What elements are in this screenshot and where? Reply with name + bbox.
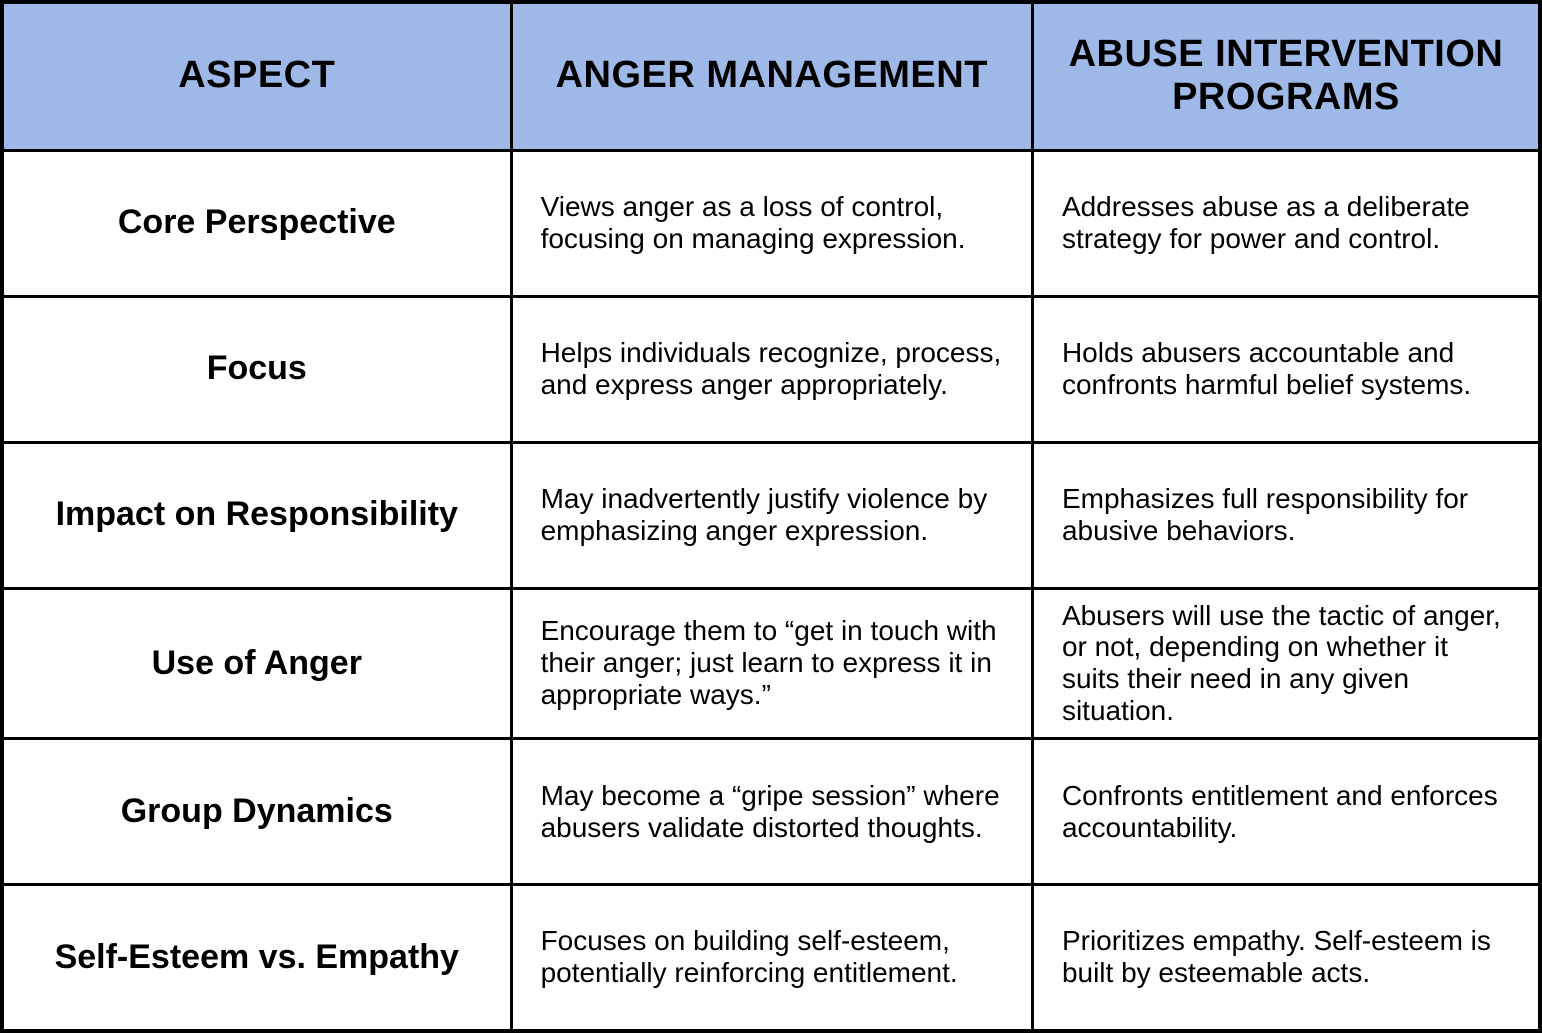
anger-management-cell: May inadvertently justify violence by em… bbox=[509, 440, 1034, 590]
column-header-aspect: ASPECT bbox=[0, 0, 513, 152]
anger-management-cell: May become a “gripe session” where abuse… bbox=[509, 737, 1034, 887]
aspect-label: Focus bbox=[0, 294, 513, 444]
abuse-intervention-cell: Emphasizes full responsibility for abusi… bbox=[1030, 440, 1542, 590]
aspect-label: Impact on Responsibility bbox=[0, 440, 513, 590]
abuse-intervention-cell: Addresses abuse as a deliberate strategy… bbox=[1030, 148, 1542, 298]
anger-management-cell: Focuses on building self-esteem, potenti… bbox=[509, 883, 1034, 1033]
table-row: Use of Anger Encourage them to “get in t… bbox=[0, 586, 1542, 741]
table-row: Focus Helps individuals recognize, proce… bbox=[0, 294, 1542, 444]
anger-management-cell: Views anger as a loss of control, focusi… bbox=[509, 148, 1034, 298]
aspect-label: Self-Esteem vs. Empathy bbox=[0, 883, 513, 1033]
table-row: Self-Esteem vs. Empathy Focuses on build… bbox=[0, 883, 1542, 1033]
table-row: Core Perspective Views anger as a loss o… bbox=[0, 148, 1542, 298]
aspect-label: Core Perspective bbox=[0, 148, 513, 298]
aspect-label: Group Dynamics bbox=[0, 737, 513, 887]
table-row: Impact on Responsibility May inadvertent… bbox=[0, 440, 1542, 590]
table-row: Group Dynamics May become a “gripe sessi… bbox=[0, 737, 1542, 887]
aspect-label: Use of Anger bbox=[0, 586, 513, 741]
abuse-intervention-cell: Abusers will use the tactic of anger, or… bbox=[1030, 586, 1542, 741]
abuse-intervention-cell: Holds abusers accountable and confronts … bbox=[1030, 294, 1542, 444]
abuse-intervention-cell: Confronts entitlement and enforces accou… bbox=[1030, 737, 1542, 887]
anger-management-cell: Encourage them to “get in touch with the… bbox=[509, 586, 1034, 741]
table-header-row: ASPECT ANGER MANAGEMENT ABUSE INTERVENTI… bbox=[0, 0, 1542, 152]
column-header-anger-management: ANGER MANAGEMENT bbox=[509, 0, 1034, 152]
abuse-intervention-cell: Prioritizes empathy. Self-esteem is buil… bbox=[1030, 883, 1542, 1033]
anger-management-cell: Helps individuals recognize, process, an… bbox=[509, 294, 1034, 444]
column-header-abuse-intervention-programs: ABUSE INTERVENTION PROGRAMS bbox=[1030, 0, 1542, 152]
